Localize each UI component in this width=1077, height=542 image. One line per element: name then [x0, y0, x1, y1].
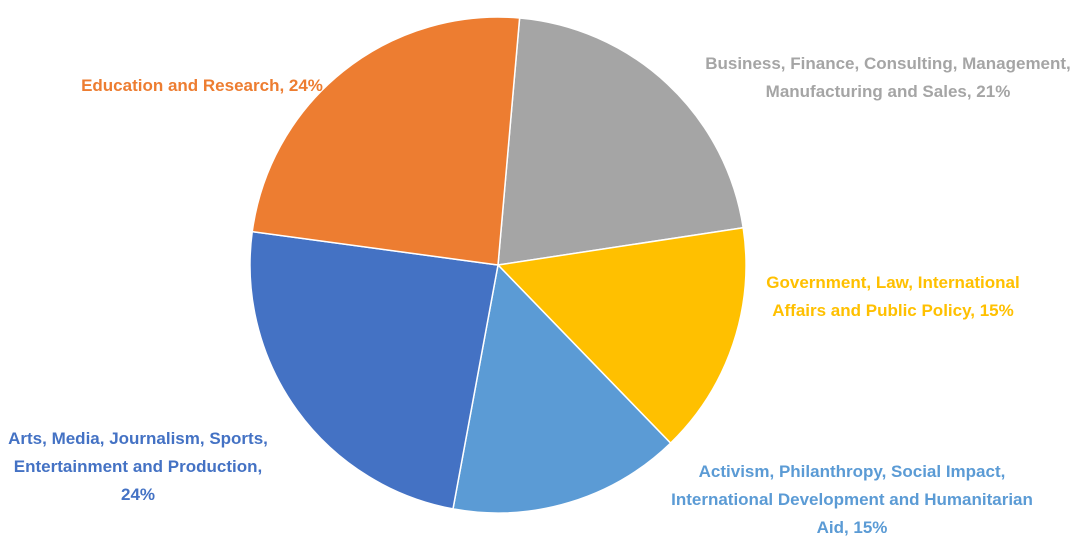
- data-label: Business, Finance, Consulting, Managemen…: [705, 54, 1071, 101]
- data-label: Activism, Philanthropy, Social Impact, I…: [671, 462, 1033, 537]
- data-label: Government, Law, International Affairs a…: [766, 273, 1020, 320]
- data-label: Arts, Media, Journalism, Sports, Enterta…: [8, 429, 268, 504]
- pie-slice: [249, 230, 499, 510]
- data-label: Education and Research, 24%: [81, 76, 323, 95]
- pie-slice: [452, 263, 672, 514]
- pie-slice: [496, 226, 747, 445]
- pie-slice: [251, 16, 521, 266]
- pie-slice: [497, 17, 745, 266]
